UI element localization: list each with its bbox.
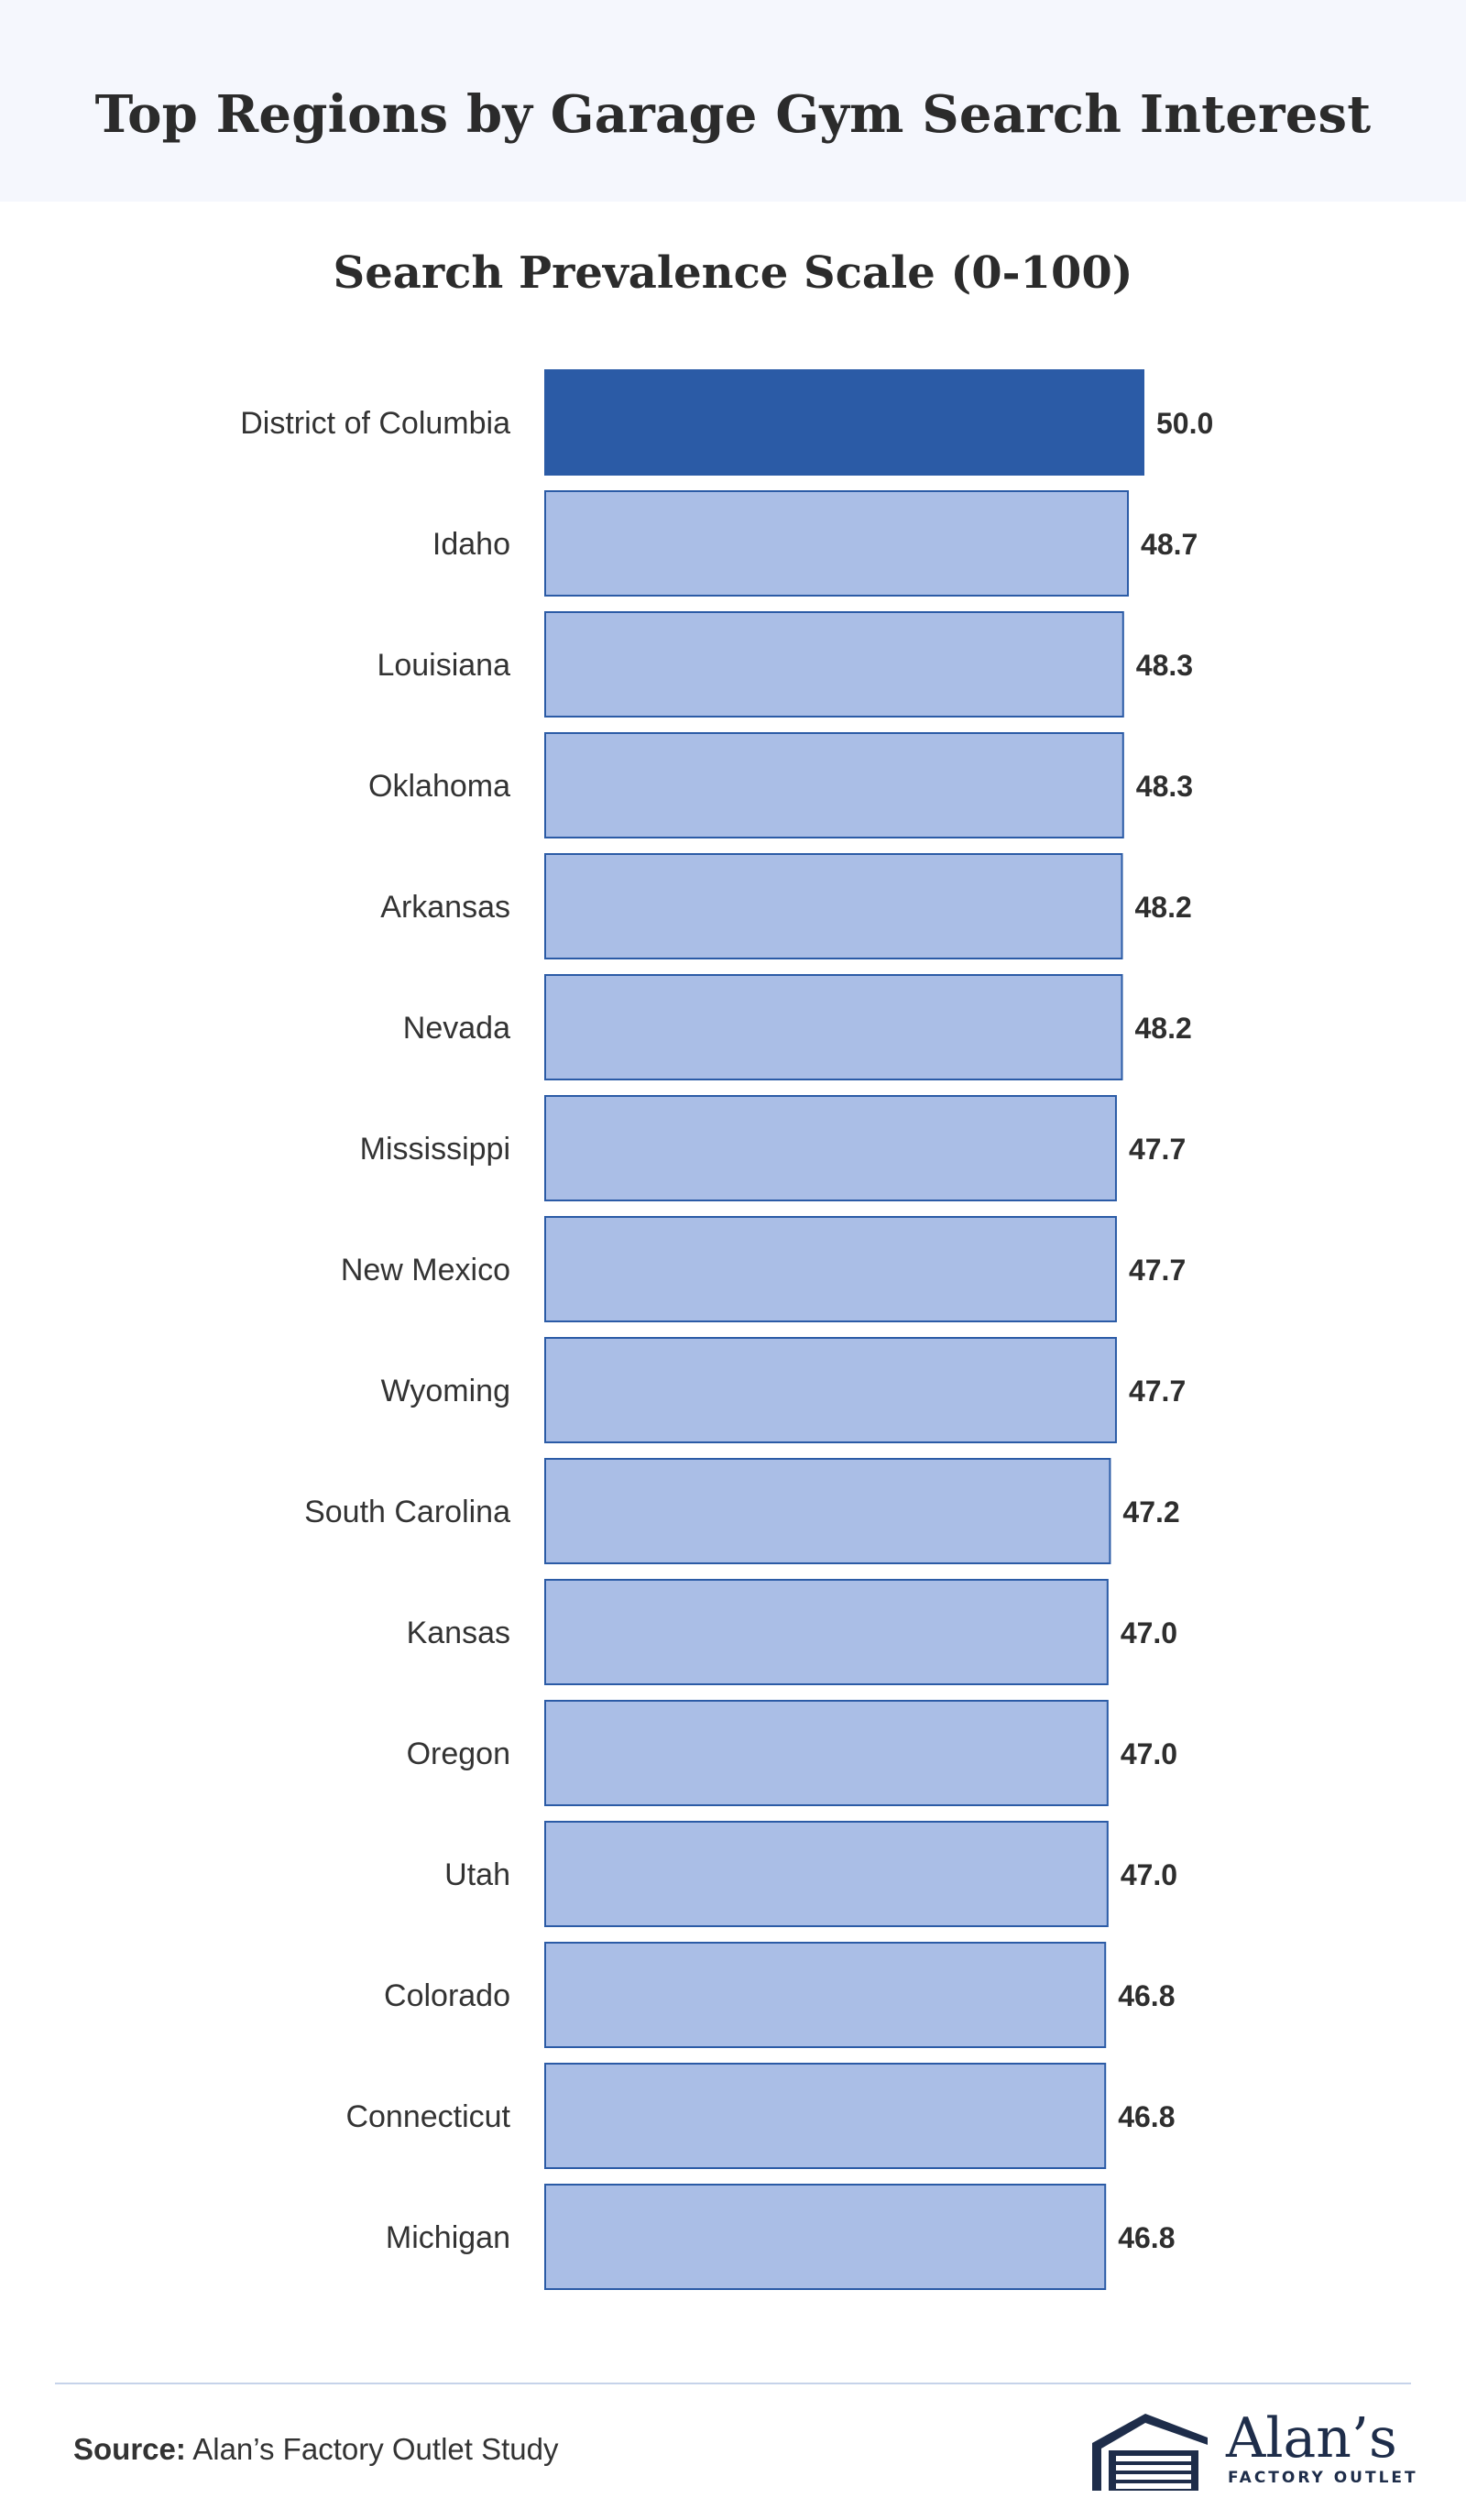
bar-nevada xyxy=(544,974,1123,1080)
bar-colorado xyxy=(544,1942,1107,2048)
category-label: New Mexico xyxy=(341,1253,510,1287)
bar-connecticut xyxy=(544,2063,1107,2169)
bar-louisiana xyxy=(544,611,1124,718)
page-title: Top Regions by Garage Gym Search Interes… xyxy=(94,84,1372,145)
category-label: Idaho xyxy=(432,527,510,562)
garage-icon xyxy=(1092,2414,1208,2491)
value-label: 46.8 xyxy=(1118,1979,1175,2012)
category-label: Utah xyxy=(444,1857,510,1892)
value-label: 47.2 xyxy=(1122,1496,1179,1528)
category-label: Nevada xyxy=(403,1011,510,1046)
value-label: 47.0 xyxy=(1121,1858,1177,1891)
bar-new-mexico xyxy=(544,1216,1117,1322)
category-label: South Carolina xyxy=(304,1495,510,1529)
footer-divider xyxy=(55,2383,1411,2384)
value-label: 48.2 xyxy=(1134,891,1191,924)
bar-utah xyxy=(544,1821,1109,1927)
source-label: Source: xyxy=(73,2432,186,2466)
value-label: 46.8 xyxy=(1118,2221,1175,2254)
value-label: 48.2 xyxy=(1134,1012,1191,1045)
category-label: Oklahoma xyxy=(368,769,510,804)
logo-tagline: FACTORY OUTLET xyxy=(1228,2469,1418,2487)
category-label: Oregon xyxy=(407,1737,510,1771)
category-label: Arkansas xyxy=(380,890,510,925)
value-label: 50.0 xyxy=(1156,407,1213,440)
category-label: Kansas xyxy=(407,1616,510,1650)
bar-south-carolina xyxy=(544,1458,1111,1564)
value-label: 47.0 xyxy=(1121,1616,1177,1649)
bar-michigan xyxy=(544,2184,1107,2290)
value-label: 47.7 xyxy=(1129,1133,1186,1166)
value-label: 47.7 xyxy=(1129,1375,1186,1408)
value-label: 48.7 xyxy=(1141,528,1198,561)
header-banner xyxy=(0,0,1466,202)
source-note: Source: Alan’s Factory Outlet Study xyxy=(73,2432,558,2467)
value-label: 48.3 xyxy=(1136,770,1193,803)
bar-idaho xyxy=(544,490,1130,597)
bar-wyoming xyxy=(544,1337,1117,1443)
category-label: Wyoming xyxy=(381,1374,510,1408)
category-label: Colorado xyxy=(384,1978,510,2013)
category-label: Connecticut xyxy=(345,2099,510,2134)
source-text: Alan’s Factory Outlet Study xyxy=(192,2432,559,2466)
brand-logo: Alan’s FACTORY OUTLET xyxy=(1089,2406,1416,2491)
value-label: 47.7 xyxy=(1129,1254,1186,1287)
category-label: Michigan xyxy=(386,2220,510,2255)
value-label: 47.0 xyxy=(1121,1737,1177,1770)
category-label: District of Columbia xyxy=(240,406,510,441)
value-label: 48.3 xyxy=(1136,649,1193,682)
bar-kansas xyxy=(544,1579,1109,1685)
category-label: Louisiana xyxy=(377,648,510,683)
bar-oklahoma xyxy=(544,732,1124,838)
bar-district-of-columbia xyxy=(544,369,1144,476)
logo-name: Alan’s xyxy=(1226,2406,1397,2471)
bar-arkansas xyxy=(544,853,1123,959)
value-label: 46.8 xyxy=(1118,2100,1175,2133)
bar-mississippi xyxy=(544,1095,1117,1201)
chart-title: Search Prevalence Scale (0-100) xyxy=(333,247,1133,299)
category-label: Mississippi xyxy=(360,1132,510,1167)
bar-oregon xyxy=(544,1700,1109,1806)
